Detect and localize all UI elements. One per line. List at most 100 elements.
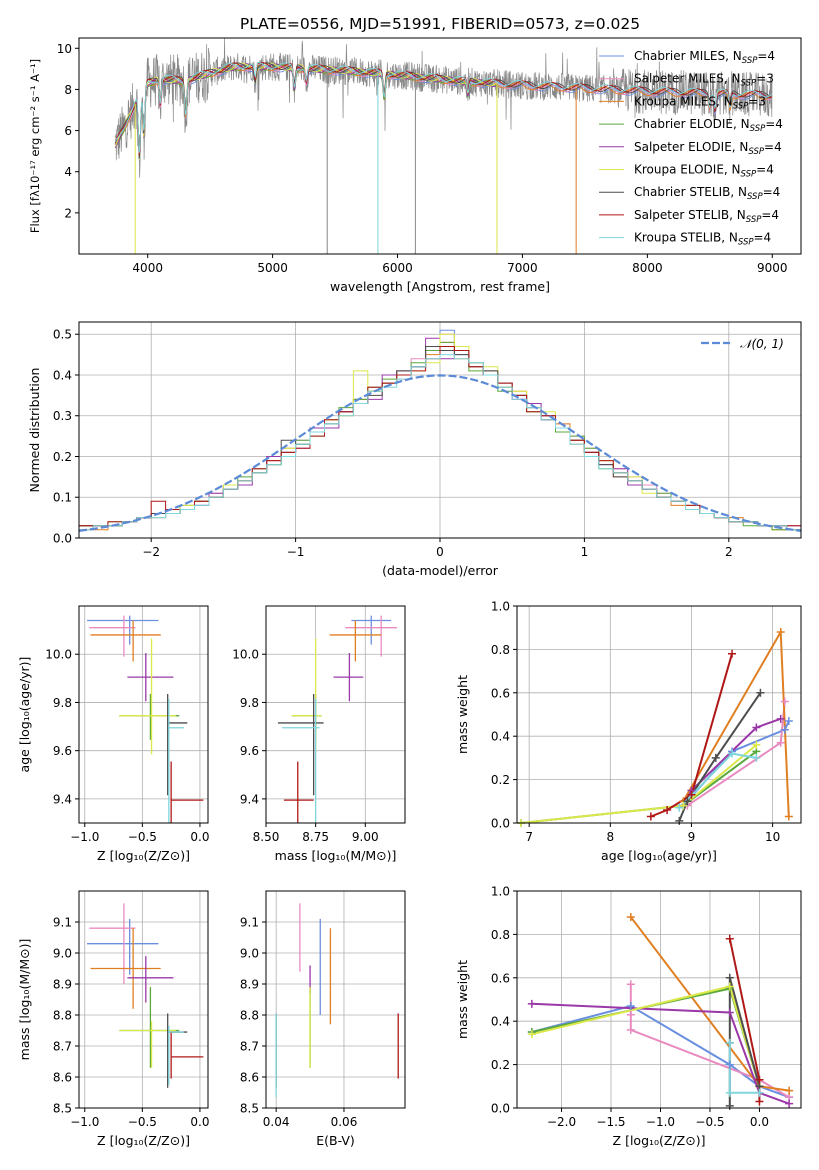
legend-entry-suffix: =3 [748,94,766,108]
legend-entry-suffix: =4 [764,140,782,154]
legend-entry: Salpeter MILES, NSSP=3 [634,72,774,89]
weight-marker-chabrier_stelib [725,1101,734,1110]
panel-age_vs_Z: −1.0 −0.5 0.0 9.4 9.6 9.8 10.0 Z [log₁₀(Z/Z⊙)] a… [17,605,209,863]
weight-marker-kroupa_miles [776,628,785,637]
y-tick-label: 2 [64,206,72,220]
weight-line-chabrier_stelib [678,692,762,822]
legend-entry-suffix: =4 [757,49,775,63]
panel-residuals: 𝒩(0, 1) −2 −1 0 1 2 0.0 0.1 0.2 0.3 0.4 0.5 (data-mo… [27,321,802,578]
panel-mass_vs_ebv: 0.04 0.06 8.5 8.6 8.7 8.8 8.9 9.0 9.1 E(B-V) [240,890,406,1148]
weight-line-salpeter_stelib [650,653,733,818]
legend-entry-suffix: =4 [756,163,774,177]
weight-marker-salpeter_stelib [687,790,696,799]
y-tick-label: 10 [57,42,72,56]
x-axis-label: E(B-V) [316,1133,355,1148]
y-tick-label: 0.4 [53,368,72,382]
x-tick-label: 0.04 [263,1115,290,1129]
y-tick-label: 10.0 [45,648,72,662]
y-axis-label: Flux [fλ10⁻¹⁷ erg cm⁻² s⁻¹ A⁻¹] [28,59,42,233]
x-tick-label: 0.0 [190,1115,209,1129]
plot-area [275,903,399,1098]
weight-marker-chabrier_miles [626,1002,635,1011]
weight-marker-salpeter_stelib [755,1075,764,1084]
axes-frame [78,37,802,255]
legend-entry-label: Kroupa MILES, N [634,94,733,108]
y-tick-label: 8 [64,83,72,97]
y-tick-label: 8.8 [240,1009,259,1023]
legend-entry: Salpeter ELODIE, NSSP=4 [634,140,782,157]
y-tick-label: 0.4 [491,730,510,744]
x-tick-label: −1.0 [70,1115,99,1129]
plot-area [87,615,204,823]
weight-marker-chabrier_miles [780,725,789,734]
x-tick-label: 6000 [382,261,413,275]
weight-marker-salpeter_elodie [752,723,761,732]
x-tick-label: 10 [765,830,780,844]
legend-entry-label: Salpeter ELODIE, N [634,140,748,154]
legend-entry-sub: SSP [733,101,749,111]
weight-marker-kroupa_elodie [752,740,761,749]
y-tick-label: 4 [64,165,72,179]
legend-entry-suffix: =4 [761,208,779,222]
legend-entry-label: Kroupa STELIB, N [634,231,738,245]
legend-entry-label: Chabrier ELODIE, N [634,117,750,131]
y-tick-label: 0.6 [491,971,510,985]
weight-marker-chabrier_miles [725,1060,734,1069]
y-tick-label: 0.4 [491,1015,510,1029]
weight-marker-salpeter_elodie [527,999,536,1008]
x-tick-label: 7 [525,830,533,844]
weight-marker-chabrier_stelib [683,797,692,806]
legend-entry-suffix: =4 [765,117,783,131]
weight-marker-kroupa_stelib [752,753,761,762]
weight-marker-salpeter_stelib [728,649,737,658]
y-tick-label: 9.8 [240,696,259,710]
x-tick-label: 8.75 [302,830,329,844]
weight-marker-kroupa_miles [784,812,793,821]
plot-area [277,615,398,823]
x-tick-label: 0 [436,545,444,559]
legend-entry: Kroupa ELODIE, NSSP=4 [634,163,774,180]
legend-entry-sub: SSP [746,215,762,225]
x-tick-label: −1.0 [646,1115,675,1129]
x-tick-label: 9.00 [352,830,379,844]
y-tick-label: 8.9 [53,978,72,992]
x-tick-label: 8000 [632,261,663,275]
legend-entry: Chabrier ELODIE, NSSP=4 [634,117,783,134]
axes-frame [516,890,802,1109]
weight-marker-chabrier_stelib [756,688,765,697]
y-tick-label: 8.8 [53,1009,72,1023]
y-axis-label: mass [log₁₀(M/M⊙)] [17,939,32,1061]
legend-entry: Salpeter STELIB, NSSP=4 [634,208,779,225]
x-tick-label: 0.0 [750,1115,769,1129]
axes-frame [78,605,209,824]
x-tick-label: 8 [606,830,614,844]
x-tick-label: 4000 [132,261,163,275]
y-tick-label: 9.1 [240,916,259,930]
y-tick-label: 0.5 [53,328,72,342]
y-tick-label: 0.2 [491,773,510,787]
legend-entry-sub: SSP [741,79,757,89]
weight-marker-kroupa_elodie [679,801,688,810]
x-tick-label: −2.0 [547,1115,576,1129]
weight-marker-kroupa_elodie [527,1030,536,1039]
y-tick-label: 0.8 [491,928,510,942]
x-tick-label: 9 [688,830,696,844]
x-axis-label: Z [log₁₀(Z/Z⊙)] [97,1133,190,1148]
model-line-kroupa_stelib [114,61,773,153]
y-tick-label: 8.5 [53,1102,72,1116]
legend-entry-suffix: =4 [754,231,772,245]
weight-marker-kroupa_elodie [725,982,734,991]
legend-entry-sub: SSP [741,170,757,180]
legend-entry-label: Salpeter STELIB, N [634,208,746,222]
plot-area [87,903,204,1088]
panel-massweight_vs_age: 7 8 9 10 0.0 0.2 0.4 0.6 0.8 1.0 age [log₁₀(age/yr… [455,600,802,863]
x-tick-label: −0.5 [128,830,157,844]
legend-entry-sub: SSP [747,192,763,202]
weight-marker-chabrier_stelib [711,753,720,762]
weight-marker-salpeter_elodie [776,714,785,723]
weight-marker-kroupa_stelib [675,803,684,812]
axes-frame [516,605,802,824]
y-tick-label: 0.0 [491,817,510,831]
weight-marker-salpeter_elodie [725,1008,734,1017]
